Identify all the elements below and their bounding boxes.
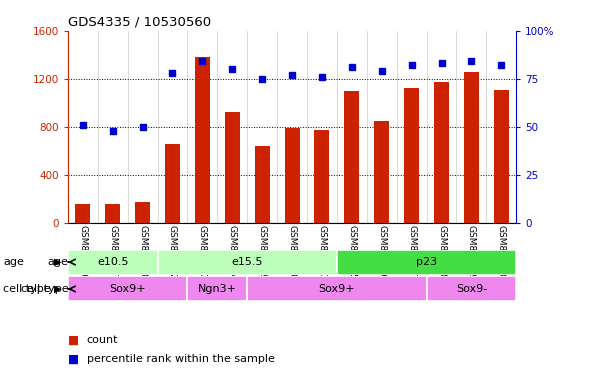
Bar [345, 91, 359, 223]
Bar [195, 57, 210, 223]
Text: e15.5: e15.5 [231, 257, 263, 267]
Bar [225, 113, 240, 223]
Bar [68, 276, 188, 301]
Bar [76, 204, 90, 223]
Bar [284, 128, 300, 223]
Text: Sox9-: Sox9- [456, 284, 487, 294]
Text: age: age [48, 257, 69, 267]
Text: e10.5: e10.5 [97, 257, 129, 267]
Bar [374, 121, 389, 223]
Bar [135, 202, 150, 223]
Text: count: count [87, 335, 118, 345]
Bar [68, 250, 158, 275]
Text: GDS4335 / 10530560: GDS4335 / 10530560 [68, 15, 211, 28]
Text: cell type: cell type [3, 284, 51, 294]
Bar [427, 276, 516, 301]
Text: ▶: ▶ [54, 257, 62, 267]
Text: percentile rank within the sample: percentile rank within the sample [87, 354, 274, 364]
Bar [464, 71, 479, 223]
Bar [188, 276, 247, 301]
Bar [105, 204, 120, 223]
Text: Ngn3+: Ngn3+ [198, 284, 237, 294]
Bar [314, 130, 329, 223]
Bar [165, 144, 180, 223]
Text: age: age [3, 257, 24, 267]
Text: ■: ■ [68, 353, 79, 366]
Bar [337, 250, 516, 275]
Bar [434, 82, 449, 223]
Text: Sox9+: Sox9+ [319, 284, 355, 294]
Bar [404, 88, 419, 223]
Bar [494, 89, 509, 223]
Bar [255, 146, 270, 223]
Text: ▶: ▶ [54, 284, 62, 294]
Text: p23: p23 [416, 257, 437, 267]
Text: Sox9+: Sox9+ [109, 284, 146, 294]
Text: cell type: cell type [21, 284, 69, 294]
Bar [247, 276, 427, 301]
Bar [158, 250, 337, 275]
Text: ■: ■ [68, 333, 79, 346]
